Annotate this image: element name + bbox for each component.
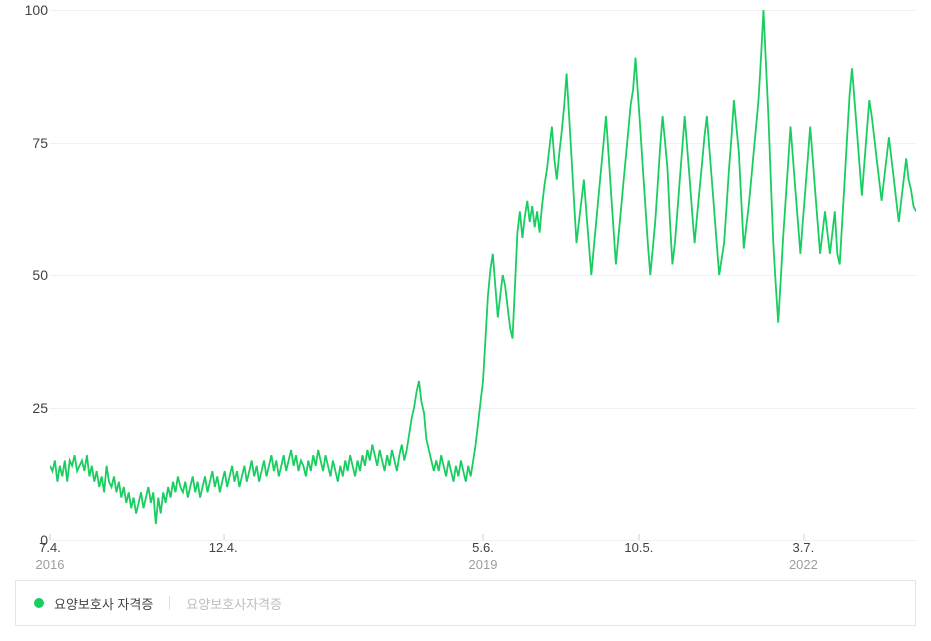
y-tick-label: 25 — [32, 400, 48, 416]
y-tick-label: 100 — [25, 2, 48, 18]
x-tick: 12.4. — [209, 540, 238, 555]
x-tick-year: 2016 — [36, 557, 65, 572]
y-tick-label: 50 — [32, 267, 48, 283]
series-line — [50, 10, 916, 524]
legend-separator — [169, 596, 170, 610]
x-tick: 7.4. 2016 — [36, 540, 65, 572]
legend: 요양보호사 자격증 요양보호사자격증 — [15, 580, 916, 626]
x-tick-label: 3.7. — [793, 540, 815, 555]
x-tick: 5.6. 2019 — [469, 540, 498, 572]
x-tick-label: 7.4. — [39, 540, 61, 555]
x-tick: 10.5. — [624, 540, 653, 555]
x-tick: 3.7. 2022 — [789, 540, 818, 572]
legend-sub-label: 요양보호사자격증 — [186, 594, 282, 613]
y-axis: 0255075100 — [15, 10, 50, 540]
plot-area: 0255075100 7.4.201612.4.5.6.201910.5.3.7… — [15, 10, 916, 570]
x-tick-year: 2019 — [469, 557, 498, 572]
x-tick-label: 5.6. — [472, 540, 494, 555]
x-tick-label: 12.4. — [209, 540, 238, 555]
chart-container: 0255075100 7.4.201612.4.5.6.201910.5.3.7… — [0, 0, 931, 641]
y-tick-label: 75 — [32, 135, 48, 151]
legend-label: 요양보호사 자격증 — [54, 594, 153, 613]
chart-svg — [50, 10, 916, 540]
legend-dot-icon — [34, 598, 44, 608]
x-tick-year: 2022 — [789, 557, 818, 572]
x-axis: 7.4.201612.4.5.6.201910.5.3.7.2022 — [50, 540, 916, 580]
x-tick-label: 10.5. — [624, 540, 653, 555]
